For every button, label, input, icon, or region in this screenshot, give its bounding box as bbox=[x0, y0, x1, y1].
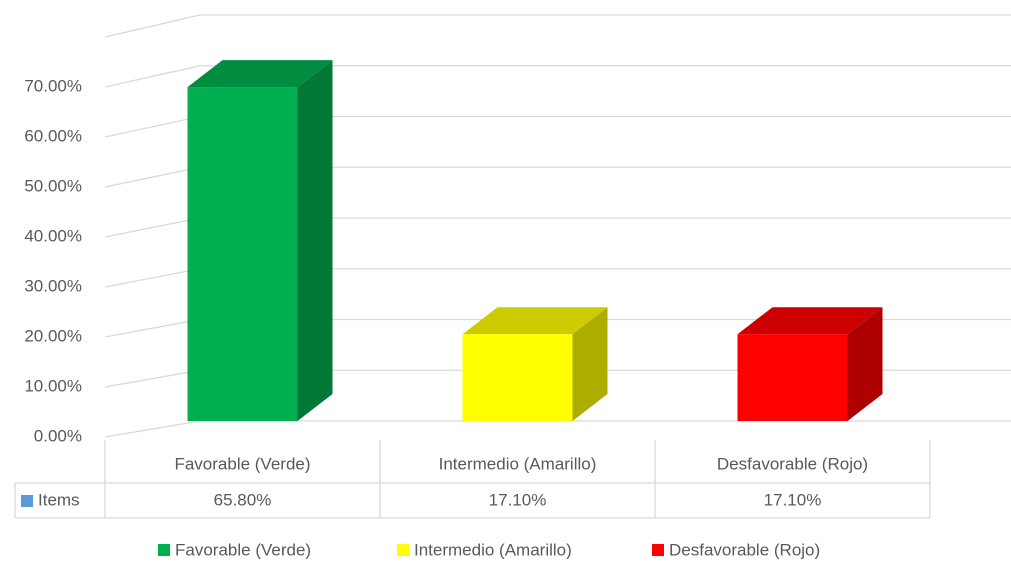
grid-line bbox=[104, 369, 201, 388]
grid-line bbox=[104, 217, 201, 238]
bar bbox=[737, 334, 848, 421]
legend-label: Favorable (Verde) bbox=[175, 540, 311, 559]
grid-line bbox=[104, 65, 201, 88]
y-tick-label: 20.00% bbox=[24, 326, 82, 345]
table-series-name: Items bbox=[38, 490, 80, 509]
grid-line bbox=[104, 115, 201, 138]
y-tick-label: 40.00% bbox=[24, 226, 82, 245]
legend-key bbox=[397, 544, 409, 556]
grid-line bbox=[104, 14, 201, 38]
table-legend-key bbox=[21, 495, 33, 507]
legend-key bbox=[652, 544, 664, 556]
y-tick-label: 30.00% bbox=[24, 276, 82, 295]
y-tick-label: 50.00% bbox=[24, 176, 82, 195]
bar-top bbox=[187, 60, 333, 88]
table-category: Favorable (Verde) bbox=[174, 454, 310, 473]
grid-line bbox=[104, 420, 201, 438]
legend-label: Desfavorable (Rojo) bbox=[669, 540, 820, 559]
grid-line bbox=[104, 166, 201, 188]
y-tick-label: 60.00% bbox=[24, 126, 82, 145]
grid-line bbox=[104, 318, 201, 338]
bar bbox=[462, 334, 573, 421]
table-value: 65.80% bbox=[214, 490, 272, 509]
legend-label: Intermedio (Amarillo) bbox=[414, 540, 572, 559]
table-value: 17.10% bbox=[764, 490, 822, 509]
y-tick-label: 10.00% bbox=[24, 376, 82, 395]
legend-key bbox=[158, 544, 170, 556]
grid-line bbox=[104, 268, 201, 288]
bar bbox=[187, 87, 298, 421]
bar-top bbox=[462, 307, 608, 335]
bar-side bbox=[847, 307, 883, 421]
table-value: 17.10% bbox=[489, 490, 547, 509]
y-tick-label: 0.00% bbox=[34, 426, 82, 445]
y-tick-label: 70.00% bbox=[24, 76, 82, 95]
bar-side bbox=[572, 307, 608, 421]
table-category: Desfavorable (Rojo) bbox=[717, 454, 868, 473]
bar-top bbox=[737, 307, 883, 335]
bar-side bbox=[297, 60, 333, 421]
table-category: Intermedio (Amarillo) bbox=[439, 454, 597, 473]
